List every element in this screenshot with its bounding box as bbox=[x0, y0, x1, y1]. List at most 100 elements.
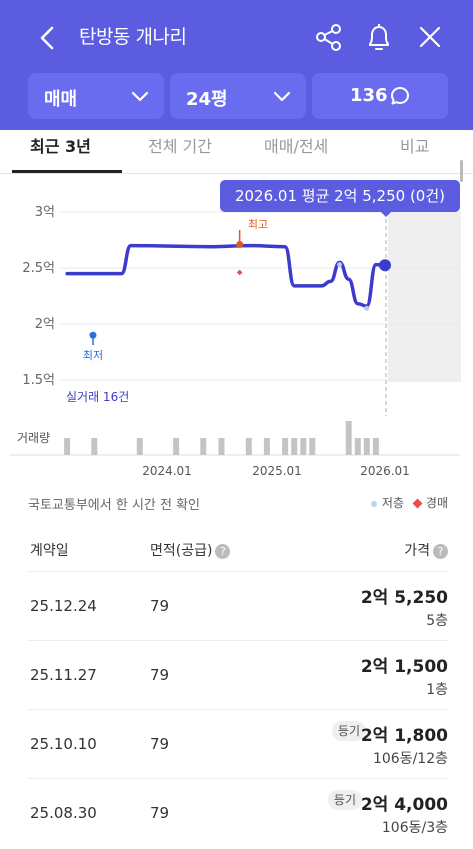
tab-compare[interactable]: 비교 bbox=[400, 137, 430, 156]
y-tick-label: 2억 bbox=[35, 317, 55, 332]
volume-bar bbox=[354, 438, 361, 455]
x-tick-label: 2026.01 bbox=[360, 464, 410, 478]
data-source-note: 국토교통부에서 한 시간 전 확인 bbox=[28, 498, 201, 513]
tab-sale-lease[interactable]: 매매/전세 bbox=[264, 137, 329, 156]
price-chart[interactable]: 3억 2.5억 2억 1.5억 최고 최저 실거래 16건 거래량 2024.0… bbox=[0, 174, 473, 494]
header-area-label: 면적(공급) bbox=[150, 543, 213, 559]
high-label: 최고 bbox=[248, 218, 268, 231]
volume-bar bbox=[173, 438, 180, 455]
row-price: 2억 5,250 bbox=[360, 588, 448, 608]
registered-badge: 등기 bbox=[331, 721, 366, 741]
share-icon[interactable] bbox=[312, 20, 344, 54]
row-price: 2억 1,800 bbox=[360, 726, 448, 746]
row-floor: 5층 bbox=[426, 613, 448, 629]
low-floor-point bbox=[364, 305, 370, 311]
chart-canvas: 3억 2.5억 2억 1.5억 최고 최저 실거래 16건 거래량 2024.0… bbox=[10, 205, 461, 478]
row-price: 2억 4,000 bbox=[360, 795, 448, 815]
registered-badge: 등기 bbox=[327, 790, 362, 810]
table-row[interactable]: 25.10.10 79 등기 2억 1,800 106동/12층 bbox=[28, 709, 448, 778]
row-area: 79 bbox=[150, 735, 170, 753]
header-price-label: 가격 bbox=[404, 543, 430, 559]
back-arrow-icon[interactable] bbox=[34, 22, 62, 54]
row-area: 79 bbox=[150, 597, 170, 615]
chart-legend: 저층 경매 bbox=[370, 494, 448, 511]
comments-button[interactable]: 136 bbox=[312, 73, 448, 119]
data-source-row: 국토교통부에서 한 시간 전 확인 저층 경매 bbox=[28, 494, 448, 514]
row-area: 79 bbox=[150, 666, 170, 684]
table-row[interactable]: 25.08.30 79 등기 2억 4,000 106동/3층 bbox=[28, 778, 448, 847]
table-header: 계약일 면적(공급)? 가격? bbox=[28, 540, 448, 562]
top-bar: 탄방동 개나리 bbox=[0, 0, 473, 74]
y-tick-label: 2.5억 bbox=[22, 261, 55, 276]
row-date: 25.12.24 bbox=[30, 597, 97, 615]
row-date: 25.08.30 bbox=[30, 804, 97, 822]
volume-bar bbox=[64, 438, 71, 455]
price-series-line bbox=[65, 243, 387, 308]
volume-bar bbox=[263, 438, 270, 455]
row-floor: 106동/3층 bbox=[381, 820, 448, 836]
row-floor: 1층 bbox=[426, 682, 448, 698]
current-price-point bbox=[379, 259, 391, 272]
tooltip-pointer bbox=[380, 211, 392, 217]
size-dropdown[interactable]: 24평 bbox=[170, 73, 306, 119]
row-price: 2억 1,500 bbox=[360, 657, 448, 677]
volume-bar bbox=[200, 438, 207, 455]
volume-bar bbox=[245, 438, 252, 455]
tab-bar: 최근 3년 전체 기간 매매/전세 비교 bbox=[0, 130, 473, 174]
size-label: 24평 bbox=[186, 89, 228, 110]
active-tab-indicator bbox=[12, 170, 122, 173]
auction-point bbox=[236, 269, 243, 276]
chevron-down-icon bbox=[273, 91, 291, 102]
row-date: 25.10.10 bbox=[30, 735, 97, 753]
row-area: 79 bbox=[150, 804, 170, 822]
x-tick-label: 2025.01 bbox=[252, 464, 302, 478]
header-price: 가격? bbox=[404, 540, 448, 560]
low-floor-dot-icon bbox=[370, 500, 377, 507]
tab-recent-3-years[interactable]: 최근 3년 bbox=[30, 137, 91, 156]
tab-all-period[interactable]: 전체 기간 bbox=[148, 137, 212, 156]
page-title: 탄방동 개나리 bbox=[79, 26, 187, 48]
volume-bar bbox=[91, 438, 98, 455]
volume-bar bbox=[136, 438, 143, 455]
help-icon[interactable]: ? bbox=[433, 543, 448, 559]
volume-bar bbox=[300, 438, 307, 455]
header-date: 계약일 bbox=[30, 543, 69, 559]
y-tick-label: 3억 bbox=[35, 205, 55, 220]
close-icon[interactable] bbox=[414, 20, 446, 54]
deal-type-label: 매매 bbox=[44, 89, 78, 110]
future-shade bbox=[388, 212, 461, 382]
deal-type-dropdown[interactable]: 매매 bbox=[28, 73, 164, 119]
high-marker bbox=[236, 240, 244, 248]
volume-bar bbox=[372, 438, 379, 455]
comment-count: 136 bbox=[350, 85, 388, 106]
volume-bar bbox=[363, 438, 370, 455]
volume-bar bbox=[309, 438, 316, 455]
volume-bars bbox=[64, 421, 379, 455]
row-date: 25.11.27 bbox=[30, 666, 97, 684]
scrollbar[interactable] bbox=[460, 160, 463, 182]
legend-low-floor: 저층 bbox=[381, 496, 404, 510]
x-tick-label: 2024.01 bbox=[142, 464, 192, 478]
low-label: 최저 bbox=[83, 349, 103, 362]
volume-bar bbox=[345, 421, 352, 455]
volume-bar bbox=[218, 438, 225, 455]
chevron-down-icon bbox=[131, 91, 149, 102]
transaction-count-label: 실거래 16건 bbox=[66, 390, 129, 404]
header-area: 면적(공급)? bbox=[150, 540, 231, 560]
legend-auction: 경매 bbox=[425, 496, 448, 510]
table-row[interactable]: 25.12.24 79 2억 5,250 5층 bbox=[28, 571, 448, 640]
volume-bar bbox=[282, 438, 289, 455]
y-tick-label: 1.5억 bbox=[22, 373, 55, 388]
app-header: 탄방동 개나리 매매 24평 bbox=[0, 0, 473, 130]
row-floor: 106동/12층 bbox=[372, 751, 448, 767]
help-icon[interactable]: ? bbox=[215, 543, 231, 559]
bell-icon[interactable] bbox=[363, 20, 395, 54]
table-row[interactable]: 25.11.27 79 2억 1,500 1층 bbox=[28, 640, 448, 709]
low-floor-point bbox=[337, 262, 343, 268]
auction-diamond-icon bbox=[412, 498, 423, 509]
price-tooltip: 2026.01 평균 2억 5,250 (0건) bbox=[220, 180, 460, 212]
speech-bubble-icon bbox=[391, 87, 409, 105]
filter-bar: 매매 24평 136 bbox=[28, 73, 448, 119]
volume-bar bbox=[291, 438, 298, 455]
volume-label: 거래량 bbox=[17, 431, 50, 445]
